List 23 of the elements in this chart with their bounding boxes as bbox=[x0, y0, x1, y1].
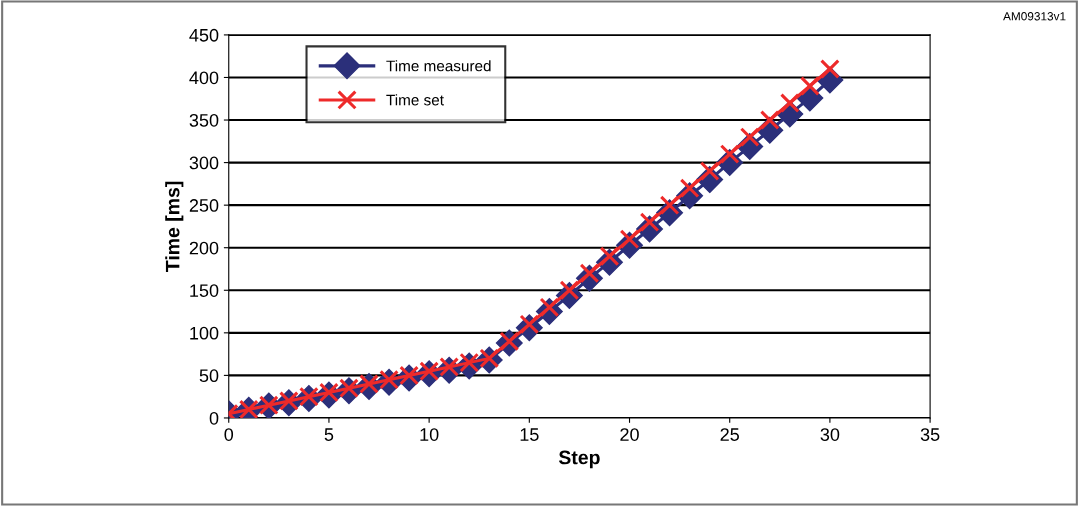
x-tick-label: 10 bbox=[420, 428, 439, 441]
x-tick-label: 15 bbox=[520, 428, 539, 441]
y-tick-label: 400 bbox=[189, 71, 219, 85]
x-axis-title: Step bbox=[558, 450, 600, 469]
x-tick-label: 25 bbox=[720, 428, 739, 441]
x-tick-label: 35 bbox=[920, 428, 940, 441]
y-tick-label: 450 bbox=[189, 28, 219, 42]
y-tick-label: 350 bbox=[189, 113, 219, 127]
x-tick-label: 0 bbox=[224, 428, 234, 441]
x-tick-label: 20 bbox=[620, 428, 639, 441]
y-tick-label: 0 bbox=[209, 411, 219, 425]
legend-label: Time measured bbox=[386, 60, 491, 72]
y-tick-label: 50 bbox=[199, 369, 219, 383]
x-tick-label: 30 bbox=[820, 428, 840, 441]
y-tick-label: 250 bbox=[189, 199, 219, 212]
text: AM09313v1 bbox=[1003, 12, 1066, 21]
y-tick-label: 100 bbox=[190, 326, 219, 340]
y-axis-title: Time [ms] bbox=[165, 181, 184, 272]
y-tick-label: 150 bbox=[190, 284, 219, 297]
y-tick-label: 300 bbox=[189, 156, 219, 170]
y-tick-label: 200 bbox=[189, 241, 219, 255]
x-tick-label: 5 bbox=[324, 428, 334, 441]
legend-label: Time set bbox=[386, 94, 444, 106]
